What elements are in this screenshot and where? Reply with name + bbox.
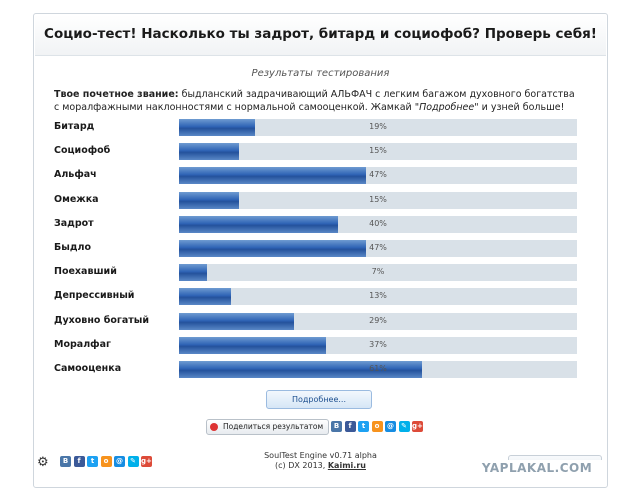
result-percent: 19%: [369, 122, 387, 131]
result-bar-track: 15%: [179, 143, 577, 161]
result-bar-fill: [179, 288, 231, 306]
rank-description: быдланский задрачивающий АЛЬФАЧ с легким…: [54, 89, 575, 113]
rank-label: Твое почетное звание:: [54, 89, 179, 100]
watermark-logo: YAPLAKAL.COM: [472, 460, 602, 476]
result-label: Социофоб: [54, 145, 111, 157]
result-percent: 61%: [369, 364, 387, 373]
result-label: Омежка: [54, 193, 99, 205]
result-bar-track: 37%: [179, 336, 577, 354]
result-percent: 47%: [369, 243, 387, 252]
result-percent: 15%: [369, 194, 387, 204]
kaimi-link[interactable]: Kaimi.ru: [327, 461, 366, 470]
odnoklassniki-icon[interactable]: о: [100, 456, 112, 467]
result-row: Духовно богатый 29%: [54, 312, 584, 331]
result-bar-fill: [179, 312, 295, 330]
copyright-text: (c) DX 2013,: [275, 461, 326, 470]
result-row: Социофоб 15%: [54, 143, 584, 161]
result-bar-track: 61%: [179, 361, 577, 378]
result-label: Самооценка: [54, 363, 122, 374]
result-row: Быдло 47%: [54, 240, 584, 258]
mailru-icon[interactable]: @: [385, 421, 396, 432]
result-bar-fill: [179, 143, 239, 161]
page-title: Социо-тест! Насколько ты задрот, битард …: [44, 26, 597, 42]
result-row: Омежка 15%: [54, 191, 584, 210]
title-bar: Социо-тест! Насколько ты задрот, битард …: [35, 15, 606, 56]
result-bar-track: 29%: [179, 312, 577, 330]
more-inline-link: Подробнее: [419, 102, 475, 113]
result-row: Битард 19%: [54, 119, 584, 137]
results-subtitle: Результаты тестирования: [251, 68, 390, 79]
result-row: Самооценка 61%: [54, 361, 584, 379]
result-bar-fill: [179, 167, 367, 185]
result-bar-track: 15%: [179, 191, 577, 209]
result-percent: 13%: [369, 291, 387, 301]
facebook-icon[interactable]: f: [73, 456, 85, 467]
gear-icon[interactable]: ⚙: [37, 455, 49, 470]
result-row: Поехавший 7%: [54, 264, 584, 282]
result-bar-track: 47%: [179, 167, 577, 185]
share-button[interactable]: Поделиться результатом: [206, 419, 329, 435]
livejournal-icon[interactable]: ✎: [127, 456, 139, 467]
mailru-icon[interactable]: @: [114, 456, 125, 467]
vk-icon[interactable]: В: [60, 456, 71, 467]
result-row: Задрот 40%: [54, 215, 584, 234]
result-bar-fill: [179, 336, 327, 354]
result-label: Битард: [54, 121, 95, 132]
result-label: Депрессивный: [54, 290, 135, 302]
odnoklassniki-icon[interactable]: о: [371, 421, 383, 432]
result-bar-fill: [179, 264, 207, 282]
result-bar-fill: [179, 119, 255, 136]
result-percent: 7%: [371, 267, 385, 277]
result-percent: 29%: [369, 315, 387, 325]
rank-description-end: " и узней больше!: [474, 102, 565, 113]
result-label: Духовно богатый: [54, 314, 150, 326]
facebook-icon[interactable]: f: [344, 421, 356, 432]
result-percent: 40%: [369, 218, 387, 228]
result-bar-fill: [179, 191, 239, 209]
result-bar-fill: [179, 240, 367, 257]
result-row: Моралфаг 37%: [54, 336, 584, 355]
result-label: Альфач: [54, 169, 97, 181]
result-label: Быдло: [54, 242, 91, 253]
result-row: Депрессивный 13%: [54, 288, 584, 306]
result-bar-track: 40%: [179, 215, 577, 233]
result-percent: 37%: [369, 339, 387, 349]
livejournal-icon[interactable]: ✎: [398, 421, 410, 432]
engine-version: SoulTest Engine v0.71 alpha: [264, 451, 377, 460]
share-button-label: Поделиться результатом: [223, 422, 324, 431]
result-bar-track: 19%: [179, 119, 577, 136]
googleplus-icon[interactable]: g+: [412, 421, 423, 432]
result-label: Поехавший: [54, 266, 117, 278]
result-bar-fill: [179, 215, 339, 233]
result-percent: 15%: [369, 146, 387, 156]
more-button[interactable]: Подробнее...: [266, 390, 372, 409]
test-card: Социо-тест! Насколько ты задрот, битард …: [33, 13, 608, 488]
result-label: Моралфаг: [54, 338, 111, 350]
result-bar-fill: [179, 361, 422, 378]
share-icon: [210, 423, 218, 431]
googleplus-icon[interactable]: g+: [141, 456, 152, 467]
result-percent: 47%: [369, 170, 387, 180]
result-bar-track: 13%: [179, 288, 577, 306]
results-description: Твое почетное звание: быдланский задрачи…: [54, 88, 577, 114]
result-row: Альфач 47%: [54, 167, 584, 185]
twitter-icon[interactable]: t: [87, 456, 98, 467]
result-label: Задрот: [54, 217, 94, 229]
result-bar-track: 47%: [179, 240, 577, 257]
result-bar-track: 7%: [179, 264, 577, 282]
footer-credits: SoulTest Engine v0.71 alpha (c) DX 2013,…: [34, 451, 607, 471]
twitter-icon[interactable]: t: [358, 421, 369, 432]
vk-icon[interactable]: В: [331, 421, 342, 432]
